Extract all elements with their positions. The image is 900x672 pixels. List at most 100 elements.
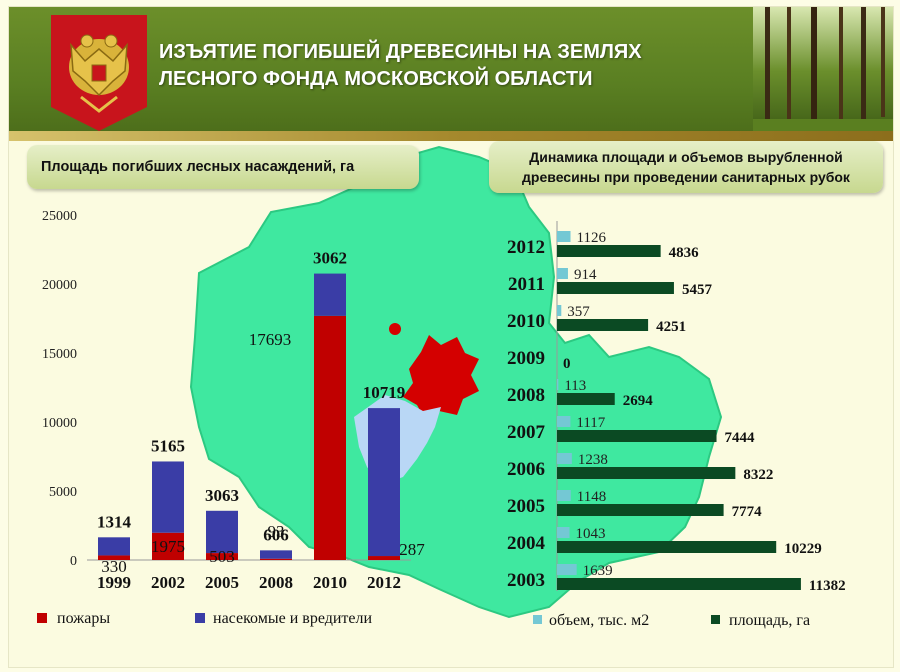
- x-tick-label: 1999: [97, 573, 131, 592]
- y-tick-label: 2010: [507, 311, 545, 332]
- data-label-area: 4836: [669, 245, 700, 261]
- y-tick-label: 2003: [507, 570, 545, 591]
- y-tick-label: 25000: [42, 209, 77, 224]
- legend-swatch-area: [711, 615, 720, 624]
- bar-area-2011: [557, 282, 674, 294]
- bar-insects-2008: [260, 550, 292, 559]
- data-label-area: 7774: [732, 504, 763, 520]
- bar-insects-2010: [314, 273, 346, 316]
- data-label-fires: 1975: [151, 537, 185, 556]
- data-label-volume: 1043: [576, 526, 606, 542]
- legend-label-fires: пожары: [57, 610, 110, 627]
- map-marker-dot: [389, 323, 401, 335]
- right-chart-title: Динамика площади и объемов вырубленной д…: [489, 141, 883, 193]
- right-bar-chart: 2012 1126 4836 2011 914 5457 2010 357 4251 2009 0 2…: [507, 221, 846, 629]
- x-tick-label: 2012: [367, 573, 401, 592]
- data-label-fires: 287: [399, 540, 425, 559]
- x-tick-label: 2002: [151, 573, 185, 592]
- bar-volume-2006: [557, 453, 572, 464]
- y-tick-label: 2008: [507, 385, 545, 406]
- forest-photo: [753, 7, 893, 135]
- data-label-insects: 3063: [205, 486, 239, 505]
- data-label-area: 4251: [656, 319, 686, 335]
- bar-volume-2011: [557, 268, 568, 279]
- x-tick-label: 2010: [313, 573, 347, 592]
- y-tick-label: 2011: [508, 274, 545, 295]
- data-label-area: 8322: [743, 467, 773, 483]
- data-label-area: 11382: [809, 578, 846, 594]
- bar-fires-2002: [152, 532, 184, 560]
- legend-swatch-volume: [533, 615, 542, 624]
- data-label-insects: 5165: [151, 436, 185, 455]
- data-label-area: 2694: [623, 393, 654, 409]
- data-label-volume: 914: [574, 267, 597, 283]
- bar-area-2005: [557, 504, 724, 516]
- bar-volume-2004: [557, 527, 570, 538]
- bar-area-2003: [557, 578, 801, 590]
- y-tick-label: 20000: [42, 278, 77, 293]
- y-tick-label: 2012: [507, 237, 545, 258]
- y-tick-label: 2006: [507, 459, 545, 480]
- y-tick-label: 2009: [507, 348, 545, 369]
- bar-insects-1999: [98, 537, 130, 556]
- bar-fires-2008: [260, 558, 292, 560]
- data-label-volume: 1117: [576, 415, 605, 431]
- data-label-fires: 330: [101, 557, 127, 576]
- data-label-insects: 3062: [313, 249, 347, 268]
- y-tick-label: 5000: [49, 485, 77, 500]
- bar-area-2004: [557, 541, 777, 553]
- title-line-1: ИЗЪЯТИЕ ПОГИБШЕЙ ДРЕВЕСИНЫ НА ЗЕМЛЯХ: [159, 41, 642, 63]
- bar-area-2010: [557, 319, 649, 331]
- bar-area-2008: [557, 393, 615, 405]
- bar-volume-2010: [557, 305, 562, 316]
- data-label-volume: 1148: [577, 489, 606, 505]
- legend-swatch-insects: [195, 613, 205, 623]
- y-tick-label: 2005: [507, 496, 545, 517]
- bar-insects-2012: [368, 408, 400, 557]
- data-label-fires: 503: [209, 547, 235, 566]
- x-tick-label: 2008: [259, 573, 293, 592]
- x-tick-label: 2005: [205, 573, 239, 592]
- bar-volume-2007: [557, 416, 571, 427]
- bar-area-2012: [557, 245, 661, 257]
- slide-title: ИЗЪЯТИЕ ПОГИБШЕЙ ДРЕВЕСИНЫ НА ЗЕМЛЯХ ЛЕС…: [159, 39, 642, 93]
- y-tick-label: 15000: [42, 347, 77, 362]
- bar-volume-2003: [557, 564, 577, 575]
- y-tick-label: 2007: [507, 422, 546, 443]
- left-bar-chart: 0 5000 10000 15000 20000 25000 1999 1314 2002 516…: [37, 209, 425, 627]
- legend-swatch-fires: [37, 613, 47, 623]
- data-label-insects: 10719: [363, 383, 406, 402]
- legend-label-insects: насекомые и вредители: [213, 610, 372, 627]
- bar-fires-2012: [368, 556, 400, 560]
- data-label-volume: 113: [564, 378, 586, 394]
- y-tick-label: 10000: [42, 416, 77, 431]
- bar-volume-2012: [557, 231, 571, 242]
- bar-fires-2005: [206, 553, 238, 560]
- data-label-fires: 17693: [249, 330, 292, 349]
- data-label-volume: 1238: [578, 452, 608, 468]
- data-label-area: 0: [563, 356, 571, 372]
- bar-volume-2008: [557, 379, 559, 390]
- header-divider: [9, 131, 893, 141]
- legend-label-area: площадь, га: [729, 612, 810, 629]
- data-label-volume: 357: [567, 304, 590, 320]
- data-label-area: 7444: [725, 430, 756, 446]
- title-line-2: ЛЕСНОГО ФОНДА МОСКОВСКОЙ ОБЛАСТИ: [159, 68, 593, 90]
- data-label-fires: 93: [268, 522, 285, 541]
- data-label-volume: 1126: [577, 230, 607, 246]
- russian-coat-of-arms-icon: [51, 15, 147, 131]
- bar-area-2007: [557, 430, 717, 442]
- bar-insects-2002: [152, 461, 184, 533]
- bar-fires-1999: [98, 555, 130, 560]
- data-label-insects: 606: [263, 525, 289, 544]
- bar-area-2006: [557, 467, 736, 479]
- legend-label-volume: объем, тыс. м2: [549, 612, 649, 629]
- y-tick-label: 2004: [507, 533, 546, 554]
- data-label-volume: 1639: [583, 563, 613, 579]
- slide: ИЗЪЯТИЕ ПОГИБШЕЙ ДРЕВЕСИНЫ НА ЗЕМЛЯХ ЛЕС…: [8, 6, 894, 668]
- data-label-insects: 1314: [97, 512, 132, 531]
- moscow-red-area: [403, 335, 479, 419]
- data-label-area: 10229: [784, 541, 822, 557]
- bar-insects-2005: [206, 510, 238, 554]
- left-chart-title: Площадь погибших лесных насаждений, га: [27, 145, 419, 189]
